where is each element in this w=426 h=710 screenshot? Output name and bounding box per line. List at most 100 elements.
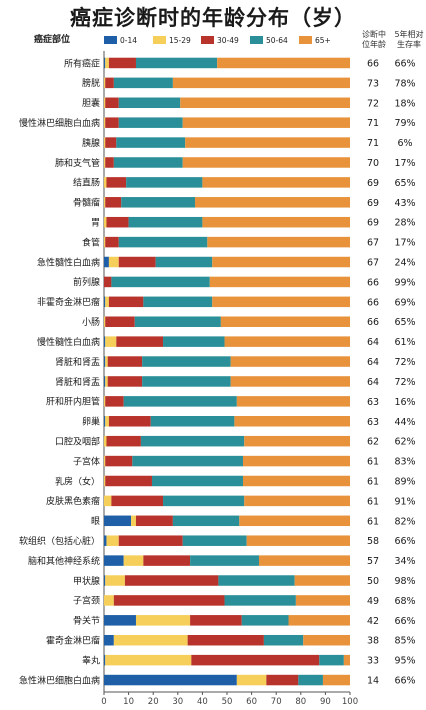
bar-segment bbox=[182, 157, 350, 168]
bar-segment bbox=[104, 515, 132, 527]
bar-segment bbox=[135, 515, 173, 527]
bar-segment bbox=[104, 157, 106, 168]
bar-segment bbox=[104, 336, 106, 347]
bar-segment bbox=[106, 177, 127, 188]
bar-segment bbox=[241, 615, 289, 626]
median-age-value: 61 bbox=[367, 516, 379, 527]
bar-segment bbox=[116, 336, 164, 347]
row-label: 口腔及咽部 bbox=[55, 435, 100, 447]
bar-segment bbox=[142, 376, 231, 387]
median-age-value: 50 bbox=[367, 576, 379, 587]
bar-segment bbox=[104, 435, 107, 447]
x-tick-label: 90 bbox=[320, 697, 331, 707]
bar-segment bbox=[298, 674, 323, 686]
bar-segment bbox=[182, 117, 350, 128]
bar-segment bbox=[121, 197, 196, 208]
bar-segment bbox=[163, 495, 245, 507]
bar-segment bbox=[105, 475, 152, 487]
bar-segment bbox=[104, 654, 106, 666]
survival-rate-value: 43% bbox=[394, 198, 415, 209]
bar-segment bbox=[105, 77, 114, 89]
survival-rate-value: 99% bbox=[394, 277, 415, 288]
legend-swatch bbox=[201, 36, 214, 44]
row-label: 肾脏和肾盂 bbox=[55, 376, 100, 388]
median-age-value: 57 bbox=[367, 556, 379, 567]
bar-segment bbox=[185, 137, 350, 148]
row-label: 食管 bbox=[82, 236, 100, 248]
median-age-value: 71 bbox=[367, 118, 379, 129]
bar-segment bbox=[155, 256, 213, 268]
survival-rate-value: 28% bbox=[394, 218, 415, 229]
row-label: 脑和其他神经系统 bbox=[28, 555, 100, 567]
bar-segment bbox=[118, 256, 156, 268]
row-label: 眼 bbox=[91, 516, 100, 527]
bar-segment bbox=[207, 236, 350, 248]
median-age-value: 67 bbox=[367, 238, 379, 249]
bar-segment bbox=[104, 236, 106, 248]
bar-segment bbox=[128, 216, 203, 228]
bar-segment bbox=[212, 296, 350, 308]
survival-rate-value: 72% bbox=[394, 357, 415, 368]
row-label: 膀胱 bbox=[82, 77, 100, 89]
bar-segment bbox=[187, 634, 264, 646]
median-age-value: 38 bbox=[367, 636, 379, 647]
bar-segment bbox=[212, 256, 350, 268]
x-tick-label: 100 bbox=[342, 697, 358, 707]
bar-segment bbox=[202, 216, 350, 228]
row-label: 胃 bbox=[91, 218, 100, 229]
bar-segment bbox=[116, 137, 186, 148]
bar-segment bbox=[123, 396, 237, 407]
bar-segment bbox=[182, 535, 247, 546]
bar-segment bbox=[172, 77, 350, 89]
bar-segment bbox=[106, 535, 119, 546]
bar-segment bbox=[190, 615, 242, 626]
bar-segment bbox=[104, 634, 114, 646]
bar-segment bbox=[105, 157, 114, 168]
legend-label: 65+ bbox=[315, 36, 331, 45]
survival-rate-value: 69% bbox=[394, 297, 415, 308]
row-label: 急性淋巴细胞白血病 bbox=[19, 674, 100, 686]
legend-label: 15-29 bbox=[169, 36, 191, 45]
survival-rate-value: 82% bbox=[394, 516, 415, 527]
bar-segment bbox=[104, 177, 107, 188]
row-label: 肺和支气管 bbox=[55, 157, 100, 169]
median-age-value: 61 bbox=[367, 476, 379, 487]
row-label: 前列腺 bbox=[73, 276, 100, 288]
bar-segment bbox=[107, 356, 143, 367]
bar-segment bbox=[258, 555, 350, 566]
median-age-value: 72 bbox=[367, 98, 379, 109]
median-age-value: 49 bbox=[367, 596, 379, 607]
row-label: 软组织（包括心脏） bbox=[19, 535, 100, 547]
survival-rate-value: 95% bbox=[394, 656, 415, 667]
row-label: 慢性淋巴细胞白血病 bbox=[19, 117, 100, 129]
bar-segment bbox=[104, 475, 106, 487]
bar-segment bbox=[303, 634, 350, 646]
bar-segment bbox=[111, 495, 164, 507]
bar-segment bbox=[236, 674, 267, 686]
bar-segment bbox=[209, 276, 350, 288]
survival-rate-value: 18% bbox=[394, 98, 415, 109]
bar-segment bbox=[246, 535, 350, 546]
bar-segment bbox=[118, 97, 181, 109]
survival-rate-value: 89% bbox=[394, 476, 415, 487]
survival-rate-value: 65% bbox=[394, 178, 415, 189]
median-age-value: 69 bbox=[367, 218, 379, 229]
bar-segment bbox=[104, 117, 106, 128]
bar-segment bbox=[230, 376, 350, 387]
bar-segment bbox=[113, 77, 173, 89]
legend-swatch bbox=[153, 36, 166, 44]
bar-segment bbox=[104, 376, 106, 387]
median-age-value: 67 bbox=[367, 258, 379, 269]
bar-segment bbox=[105, 117, 119, 128]
median-age-value: 69 bbox=[367, 178, 379, 189]
bar-segment bbox=[135, 57, 218, 69]
bar-segment bbox=[108, 256, 119, 268]
bar-segment bbox=[104, 575, 106, 586]
median-age-value: 70 bbox=[367, 158, 379, 169]
bar-segment bbox=[104, 416, 106, 427]
survival-rate-value: 85% bbox=[394, 636, 415, 647]
bar-segment bbox=[242, 475, 350, 487]
bar-segment bbox=[288, 615, 350, 626]
bar-segment bbox=[105, 575, 125, 586]
survival-rate-value: 98% bbox=[394, 576, 415, 587]
